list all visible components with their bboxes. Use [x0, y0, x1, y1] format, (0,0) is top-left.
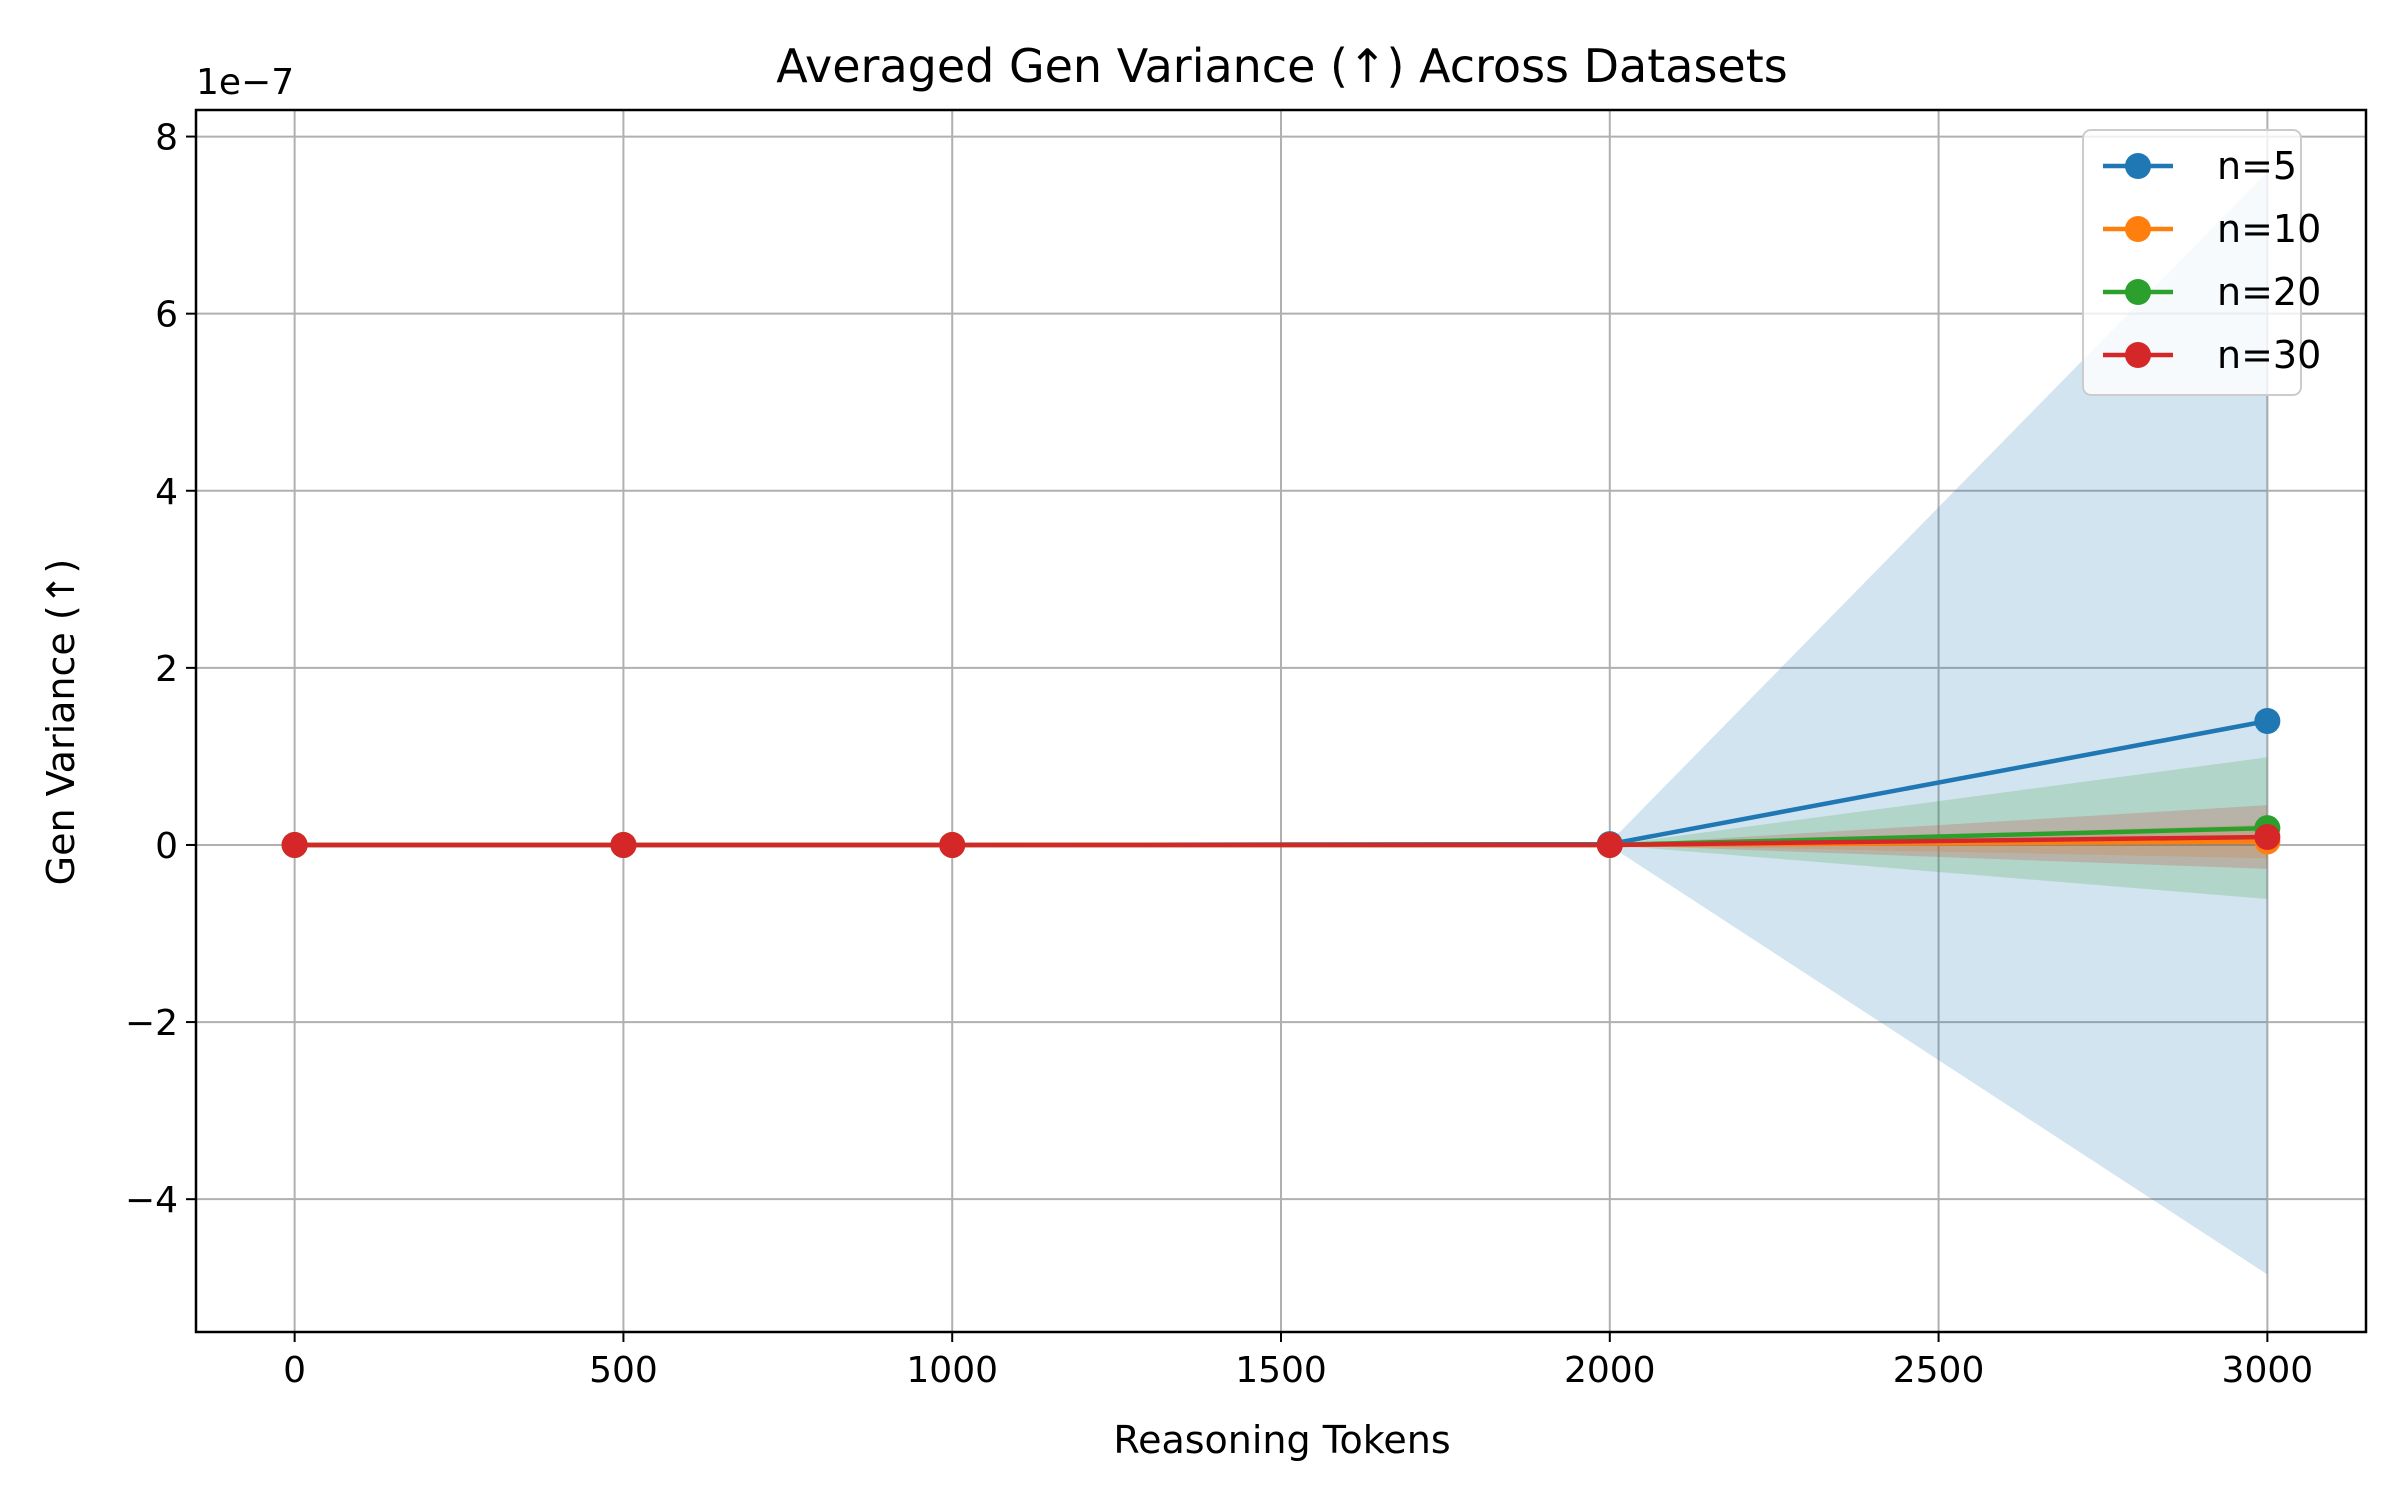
y-tick-label: 0	[155, 826, 178, 867]
x-tick-label: 2500	[1893, 1350, 1985, 1391]
data-point-n=5	[2254, 708, 2281, 734]
legend-label: n=10	[2217, 207, 2321, 251]
x-tick-label: 1500	[1235, 1350, 1327, 1391]
x-tick-label: 0	[283, 1350, 306, 1391]
x-axis-label: Reasoning Tokens	[1113, 1418, 1450, 1462]
confidence-band-n=5	[294, 171, 2268, 1275]
legend-label: n=20	[2217, 270, 2321, 314]
data-point-n=30	[281, 831, 308, 858]
legend-entry-n=30: n=30	[2103, 333, 2321, 377]
ticks: 0 500 1000 1500 2000 2500 3000 −4 −2 0 2 4 6 8	[125, 118, 2313, 1391]
data-point-n=30	[2254, 824, 2281, 851]
legend-marker	[2125, 216, 2151, 242]
legend: n=5 n=10 n=20 n=30	[2082, 129, 2321, 396]
x-tick-label: 2000	[1564, 1350, 1656, 1391]
legend-entry-n=20: n=20	[2103, 270, 2321, 314]
data-point-n=30	[610, 831, 637, 858]
y-scale-label: 1e−7	[196, 62, 294, 103]
y-axis-label: Gen Variance (↑)	[39, 559, 83, 886]
x-tick-label: 1000	[906, 1350, 998, 1391]
legend-marker	[2125, 153, 2151, 179]
legend-marker	[2125, 279, 2151, 305]
data-point-n=30	[1596, 831, 1623, 858]
y-tick-label: 4	[155, 472, 178, 513]
legend-box	[2082, 129, 2302, 396]
legend-entry-n=10: n=10	[2103, 207, 2321, 251]
y-tick-label: 6	[155, 295, 178, 336]
chart-title: Averaged Gen Variance (↑) Across Dataset…	[776, 39, 1787, 93]
legend-entry-n=5: n=5	[2103, 144, 2297, 188]
y-tick-label: −4	[125, 1180, 178, 1221]
legend-label: n=30	[2217, 333, 2321, 377]
data-point-n=30	[939, 831, 966, 858]
x-tick-label: 3000	[2222, 1350, 2314, 1391]
legend-marker	[2125, 342, 2151, 368]
confidence-band-n=20	[294, 757, 2268, 899]
y-tick-label: 8	[155, 118, 178, 159]
y-tick-label: 2	[155, 649, 178, 690]
series-lines	[281, 708, 2281, 858]
legend-label: n=5	[2217, 144, 2297, 188]
y-tick-label: −2	[125, 1003, 178, 1044]
x-tick-label: 500	[589, 1350, 658, 1391]
